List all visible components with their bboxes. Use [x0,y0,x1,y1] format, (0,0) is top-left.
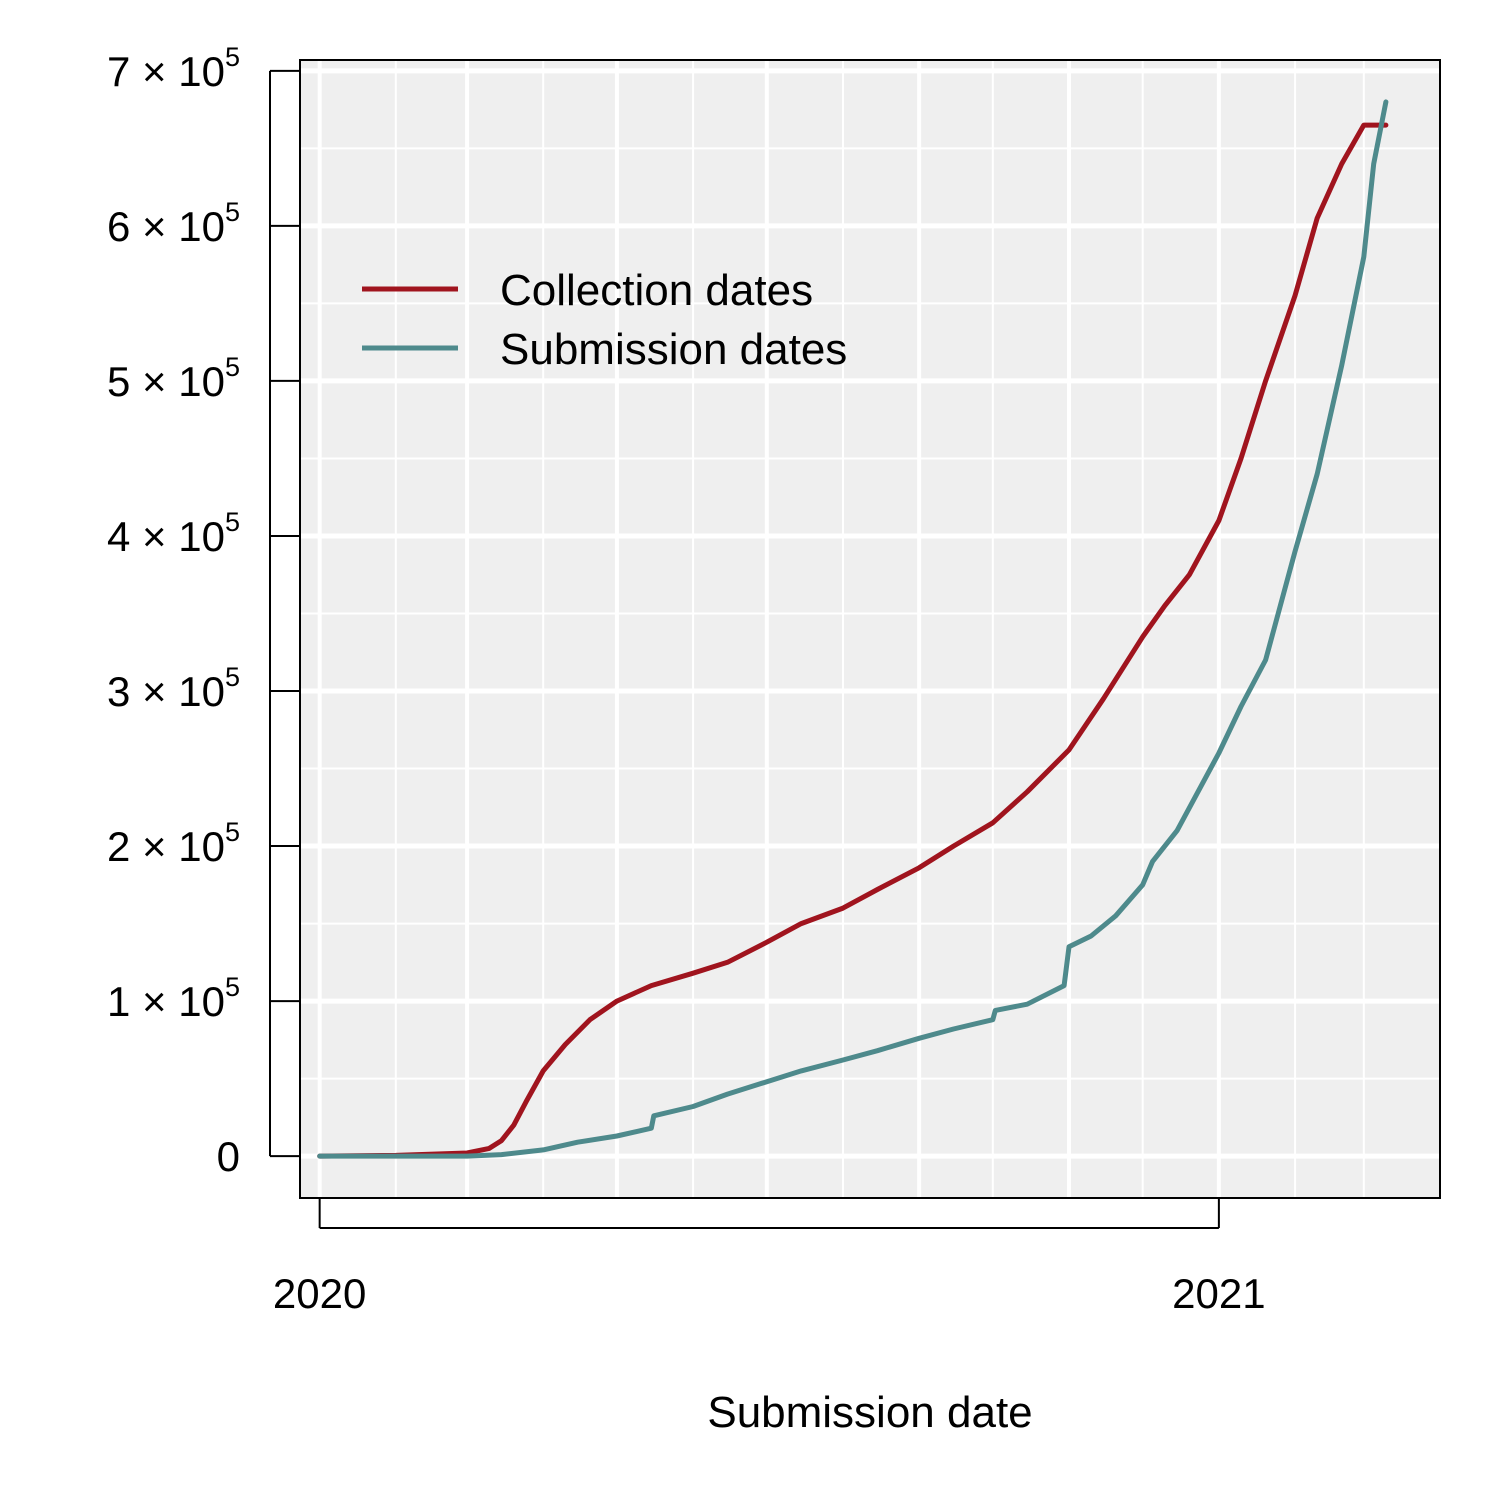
y-axis: 0 1 × 105 2 × 105 3 × 105 4 × 105 5 × 105 6 × … [107,42,299,1180]
x-axis-title: Submission date [707,1388,1032,1437]
plot-frame [299,59,1441,1199]
legend-label-collection: Collection dates [500,266,813,315]
y-tick-label: 4 × 105 [107,507,240,560]
grid [300,60,1440,1198]
x-axis: 2020 2021 [273,1199,1266,1317]
x-tick-label: 2020 [273,1270,366,1317]
y-tick-label: 3 × 105 [107,662,240,715]
y-tick-label: 7 × 105 [107,42,240,95]
legend: Collection dates Submission dates [362,266,847,374]
y-tick-label: 6 × 105 [107,197,240,250]
series-line-submission [317,99,1389,1159]
y-tick-label: 5 × 105 [107,352,240,405]
y-tick-label: 1 × 105 [107,972,240,1025]
legend-label-submission: Submission dates [500,325,847,374]
y-tick-label: 2 × 105 [107,817,240,870]
y-tick-label: 0 [217,1133,240,1180]
plot-background [300,60,1440,1198]
x-tick-label: 2021 [1172,1270,1265,1317]
series-line-collection [317,122,1389,1159]
series-lines [317,99,1389,1159]
